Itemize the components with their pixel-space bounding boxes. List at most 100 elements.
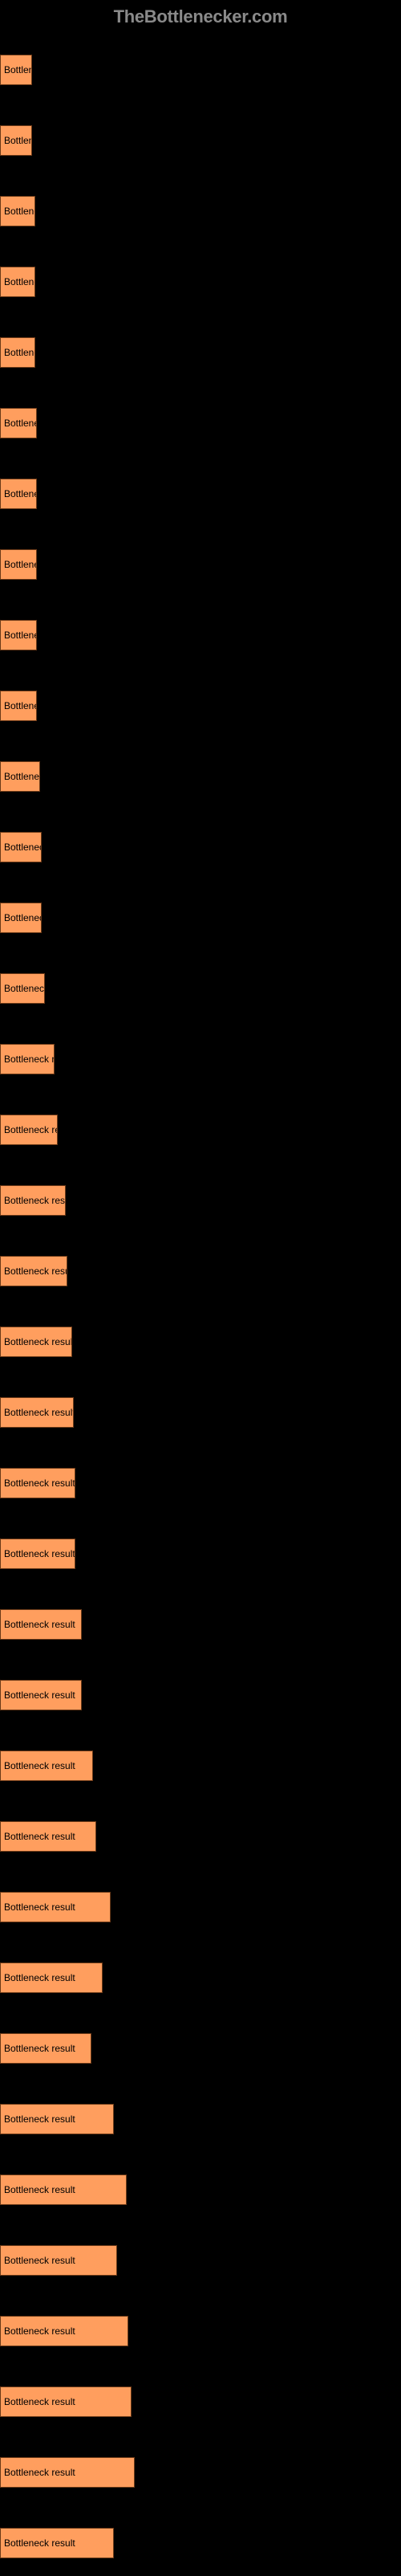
- bar-label: Bottlene: [1, 418, 36, 429]
- chart-row: Bottleneck result: [0, 1657, 401, 1723]
- chart-bar: Bottlene: [0, 196, 35, 226]
- bar-label: Bottlene: [1, 700, 36, 711]
- chart-row: Bottleneck result: [0, 1163, 401, 1229]
- bar-label: Bottleneck: [1, 771, 39, 782]
- chart-bar: Bottlene: [0, 549, 37, 580]
- chart-row: Bottleneck result: [0, 1233, 401, 1299]
- bar-label: Bottlene: [1, 488, 36, 499]
- chart-bar: Bottleneck: [0, 761, 40, 792]
- chart-bar: Bottlene: [0, 620, 37, 650]
- chart-row: Bottlene: [0, 315, 401, 381]
- chart-row: Bottlene: [0, 173, 401, 239]
- chart-bar: Bottlen: [0, 125, 32, 156]
- chart-row: Bottleneck result: [0, 1516, 401, 1582]
- chart-bar: Bottleneck: [0, 832, 42, 862]
- chart-bar: Bottlen: [0, 55, 32, 85]
- bar-label: Bottlene: [1, 630, 36, 641]
- chart-bar: Bottleneck result: [0, 1256, 67, 1286]
- chart-row: Bottleneck result: [0, 1940, 401, 2006]
- chart-bar: Bottleneck result: [0, 2457, 135, 2488]
- bar-label: Bottleneck result: [1, 1548, 75, 1559]
- chart-bar: Bottleneck resu: [0, 1044, 55, 1074]
- chart-row: Bottlene: [0, 244, 401, 310]
- bar-value-label: 49: [130, 2321, 141, 2333]
- chart-bar: Bottleneck: [0, 973, 45, 1004]
- chart-row: Bottlene: [0, 456, 401, 522]
- bar-label: Bottleneck result: [1, 1760, 75, 1771]
- chart-bar: Bottleneck result: [0, 1609, 82, 1640]
- bar-label: Bottleneck result: [1, 2255, 75, 2266]
- chart-bar: Bottleneck result: [0, 1397, 74, 1428]
- chart-row: Bottleneck: [0, 880, 401, 946]
- bar-label: Bottlene: [1, 276, 34, 287]
- chart-bar: Bottleneck result: [0, 2386, 132, 2417]
- chart-bar: Bottleneck result: [0, 2245, 117, 2276]
- bar-label: Bottleneck result: [1, 1619, 75, 1630]
- chart-bar: Bottleneck result: [0, 2033, 91, 2064]
- chart-row: Bottleneck result: [0, 1304, 401, 1370]
- bar-value-label: 4: [112, 1897, 118, 1909]
- bar-label: Bottleneck result: [1, 2537, 75, 2549]
- bar-label: Bottleneck result: [1, 2325, 75, 2337]
- chart-row: Bottleneck result4: [0, 2505, 401, 2571]
- chart-row: Bottleneck resu: [0, 1021, 401, 1087]
- chart-row: Bottleneck result49: [0, 2152, 401, 2218]
- bar-label: Bottleneck result: [1, 1195, 65, 1206]
- chart-row: Bottleneck result 49: [0, 2293, 401, 2359]
- site-title: TheBottlenecker.com: [114, 6, 288, 26]
- chart-bar: Bottleneck result: [0, 1185, 66, 1216]
- bar-label: Bottleneck result: [1, 1831, 75, 1842]
- chart-row: Bottleneck result: [0, 2011, 401, 2077]
- chart-row: Bottleneck: [0, 809, 401, 875]
- bar-label: Bottlene: [1, 347, 34, 358]
- chart-bar: Bottleneck result: [0, 1821, 96, 1852]
- bar-label: Bottlen: [1, 135, 31, 146]
- chart-bar: Bottleneck result: [0, 1892, 111, 1922]
- chart-row: Bottleneck result: [0, 1375, 401, 1441]
- site-header: TheBottlenecker.com: [0, 0, 401, 32]
- chart-row: Bottleneck: [0, 951, 401, 1017]
- chart-row: Bottlene: [0, 527, 401, 593]
- chart-bar: Bottleneck result: [0, 1680, 82, 1710]
- bar-label: Bottleneck result: [1, 2043, 75, 2054]
- chart-row: Bottleneck result: [0, 1445, 401, 1511]
- chart-row: Bottlene: [0, 597, 401, 663]
- chart-row: Bottleneck result 50: [0, 2435, 401, 2501]
- bar-label: Bottleneck result: [1, 1336, 71, 1347]
- bar-label: Bottleneck result: [1, 1689, 75, 1701]
- chart-bar: Bottleneck result: [0, 1327, 72, 1357]
- chart-row: Bottlene: [0, 668, 401, 734]
- bar-value-label: 44: [119, 2250, 130, 2262]
- chart-row: Bottlen: [0, 103, 401, 169]
- bar-value-label: 4: [115, 2109, 121, 2121]
- bar-label: Bottlen: [1, 64, 31, 75]
- chart-bar: Bottleneck result: [0, 2528, 114, 2558]
- chart-row: Bottleneck result 44: [0, 2223, 401, 2289]
- bar-value-label: 49: [128, 2179, 140, 2191]
- bar-value-label: 50: [136, 2462, 148, 2474]
- bar-label: Bottleneck result: [1, 2396, 75, 2407]
- chart-bar: Bottleneck result: [0, 2316, 128, 2346]
- bar-label: Bottleneck result: [1, 1478, 75, 1489]
- chart-bar: Bottleneck result: [0, 1115, 58, 1145]
- bar-label: Bottleneck result: [1, 1407, 73, 1418]
- chart-row: Bottleneck result 4: [0, 1869, 401, 1935]
- bar-label: Bottleneck result: [1, 1901, 75, 1913]
- chart-bar: Bottlene: [0, 479, 37, 509]
- bar-label: Bottleneck result: [1, 2113, 75, 2125]
- bar-value-label: 49: [133, 2391, 144, 2403]
- chart-bar: Bottleneck result: [0, 1751, 93, 1781]
- chart-row: Bottleneck result: [0, 1092, 401, 1158]
- chart-bar: Bottlene: [0, 408, 37, 438]
- bar-label: Bottlene: [1, 559, 36, 570]
- bar-label: Bottleneck: [1, 842, 41, 853]
- chart-row: Bottleneck result 49: [0, 2364, 401, 2430]
- chart-row: Bottleneck result: [0, 1728, 401, 1794]
- chart-row: Bottleneck result 4: [0, 2081, 401, 2147]
- chart-row: Bottleneck result: [0, 1587, 401, 1653]
- chart-bar: Bottlene: [0, 267, 35, 297]
- bar-label: Bottleneck result: [1, 2467, 75, 2478]
- chart-bar: Bottleneck result: [0, 1468, 75, 1498]
- chart-bar: Bottleneck result: [0, 2104, 114, 2134]
- chart-row: Bottleneck result: [0, 1799, 401, 1865]
